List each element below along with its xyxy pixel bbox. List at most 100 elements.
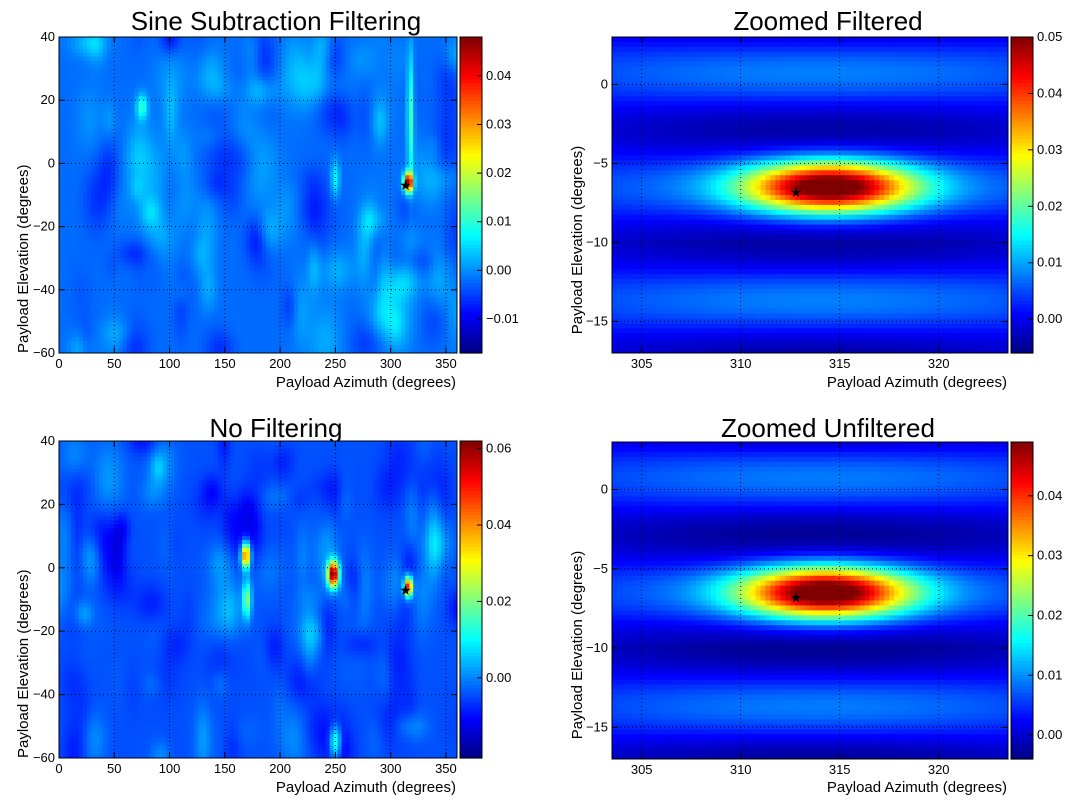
heatmap-cell	[106, 218, 112, 224]
heatmap-cell	[309, 56, 315, 62]
heatmap-cell	[226, 76, 231, 82]
heatmap-cell	[134, 123, 140, 129]
heatmap-cell	[329, 52, 335, 58]
heatmap-cell	[214, 60, 219, 66]
heatmap-cell	[238, 56, 243, 62]
heatmap-cell	[106, 64, 112, 70]
heatmap-cell	[142, 147, 148, 153]
heatmap-cell	[349, 100, 355, 105]
heatmap-cell	[162, 80, 168, 85]
heatmap-cell	[445, 37, 450, 42]
heatmap-cell	[405, 131, 410, 137]
heatmap-cell	[397, 64, 402, 70]
heatmap-cell	[261, 155, 267, 161]
heatmap-cell	[190, 44, 195, 50]
heatmap-cell	[297, 131, 303, 137]
heatmap-cell	[429, 159, 434, 164]
heatmap-cell	[98, 60, 104, 66]
heatmap-cell	[214, 135, 219, 141]
heatmap-cell	[142, 92, 148, 97]
heatmap-cell	[385, 108, 390, 113]
heatmap-cell	[345, 155, 351, 161]
heatmap-cell	[74, 139, 80, 145]
heatmap-cell	[425, 123, 430, 129]
heatmap-cell	[94, 88, 100, 93]
heatmap-cell	[301, 226, 307, 232]
heatmap-cell	[437, 210, 442, 216]
heatmap-cell	[202, 171, 207, 176]
heatmap-cell	[202, 92, 207, 97]
heatmap-cell	[417, 48, 422, 54]
heatmap-cell	[122, 123, 128, 129]
heatmap-cell	[389, 52, 394, 58]
heatmap-cell	[397, 68, 402, 74]
heatmap-cell	[297, 222, 303, 228]
heatmap-cell	[246, 112, 251, 117]
heatmap-cell	[234, 84, 239, 89]
heatmap-cell	[214, 175, 219, 180]
heatmap-cell	[250, 202, 255, 208]
heatmap-cell	[309, 163, 315, 168]
heatmap-cell	[281, 139, 287, 145]
heatmap-cell	[317, 116, 323, 121]
heatmap-cell	[122, 210, 128, 216]
heatmap-cell	[321, 175, 327, 180]
heatmap-cell	[329, 92, 335, 97]
heatmap-cell	[381, 214, 386, 220]
heatmap-cell	[453, 48, 457, 54]
heatmap-cell	[349, 183, 355, 188]
heatmap-cell	[242, 76, 247, 82]
heatmap-cell	[337, 56, 343, 62]
heatmap-cell	[369, 104, 375, 109]
heatmap-cell	[190, 52, 195, 58]
heatmap-cell	[353, 198, 359, 204]
heatmap-cell	[198, 191, 203, 196]
heatmap-cell	[365, 139, 371, 145]
heatmap-cell	[246, 155, 251, 161]
heatmap-cell	[321, 226, 327, 232]
heatmap-cell	[293, 76, 299, 82]
heatmap-cell	[297, 68, 303, 74]
heatmap-cell	[385, 171, 390, 176]
heatmap-cell	[238, 123, 243, 129]
heatmap-cell	[238, 80, 243, 85]
heatmap-cell	[222, 218, 227, 224]
heatmap-cell	[413, 123, 418, 129]
heatmap-cell	[194, 44, 199, 50]
heatmap-cell	[66, 226, 72, 232]
heatmap-cell	[417, 171, 422, 176]
heatmap-cell	[333, 40, 339, 46]
heatmap-cell	[361, 88, 367, 93]
heatmap-cell	[206, 84, 211, 89]
heatmap-cell	[441, 167, 446, 172]
heatmap-cell	[433, 108, 438, 113]
heatmap-cell	[361, 175, 367, 180]
heatmap-cell	[277, 52, 283, 58]
heatmap-cell	[206, 92, 211, 97]
heatmap-cell	[389, 143, 394, 149]
heatmap-cell	[313, 214, 319, 220]
heatmap-cell	[90, 191, 96, 196]
heatmap-cell	[405, 68, 410, 74]
heatmap-cell	[122, 127, 128, 133]
heatmap-cell	[230, 214, 235, 220]
heatmap-cell	[74, 56, 80, 62]
heatmap-cell	[130, 198, 136, 204]
heatmap-cell	[214, 68, 219, 74]
heatmap-cell	[273, 230, 279, 236]
heatmap-cell	[126, 202, 132, 208]
heatmap-cell	[170, 195, 176, 200]
heatmap-cell	[265, 37, 271, 42]
heatmap-cell	[345, 84, 351, 89]
heatmap-cell	[353, 127, 359, 133]
heatmap-cell	[285, 139, 291, 145]
heatmap-cell	[194, 195, 199, 200]
heatmap-cell	[325, 48, 331, 54]
heatmap-cell	[385, 88, 390, 93]
heatmap-cell	[162, 198, 168, 204]
heatmap-cell	[210, 171, 215, 176]
heatmap-cell	[170, 206, 176, 212]
heatmap-cell	[453, 222, 457, 228]
heatmap-cell	[170, 60, 176, 66]
heatmap-cell	[413, 88, 418, 93]
